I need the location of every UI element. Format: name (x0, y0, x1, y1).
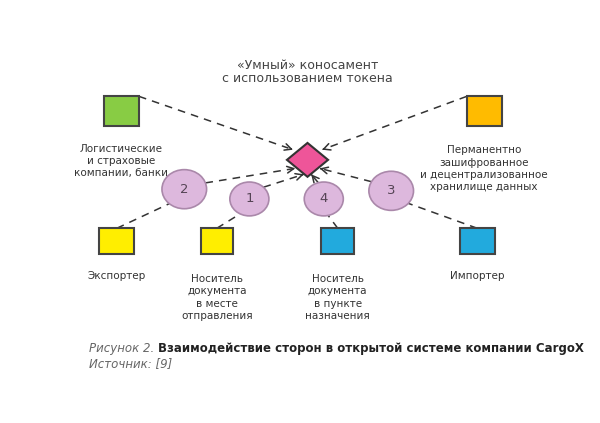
Ellipse shape (369, 171, 413, 210)
Text: Логистические
и страховые
компании, банки: Логистические и страховые компании, банк… (74, 143, 169, 179)
Bar (467, 96, 502, 126)
Text: Взаимодействие сторон в открытой системе компании CargoX: Взаимодействие сторон в открытой системе… (158, 342, 584, 355)
Text: с использованием токена: с использованием токена (222, 72, 393, 85)
Text: Импортер: Импортер (450, 271, 505, 280)
Bar (200, 228, 233, 254)
Ellipse shape (230, 182, 269, 216)
Text: 2: 2 (180, 183, 188, 196)
Text: Рисунок 2.: Рисунок 2. (89, 342, 158, 355)
Text: Источник: [9]: Источник: [9] (89, 357, 172, 370)
Bar (460, 228, 494, 254)
Text: 4: 4 (320, 192, 328, 206)
Text: Экспортер: Экспортер (88, 271, 146, 280)
Text: Носитель
документа
в пункте
назначения: Носитель документа в пункте назначения (305, 274, 370, 321)
Text: 1: 1 (245, 192, 254, 206)
Ellipse shape (304, 182, 343, 216)
Bar (100, 228, 134, 254)
Polygon shape (287, 143, 328, 177)
Text: «Умный» коносамент: «Умный» коносамент (237, 59, 378, 72)
Bar (104, 96, 139, 126)
Text: 3: 3 (387, 184, 395, 197)
Bar (322, 228, 354, 254)
Text: Носитель
документа
в месте
отправления: Носитель документа в месте отправления (181, 274, 253, 321)
Text: Перманентно
зашифрованное
и децентрализованное
хранилище данных: Перманентно зашифрованное и децентрализо… (421, 145, 548, 192)
Ellipse shape (162, 170, 206, 209)
